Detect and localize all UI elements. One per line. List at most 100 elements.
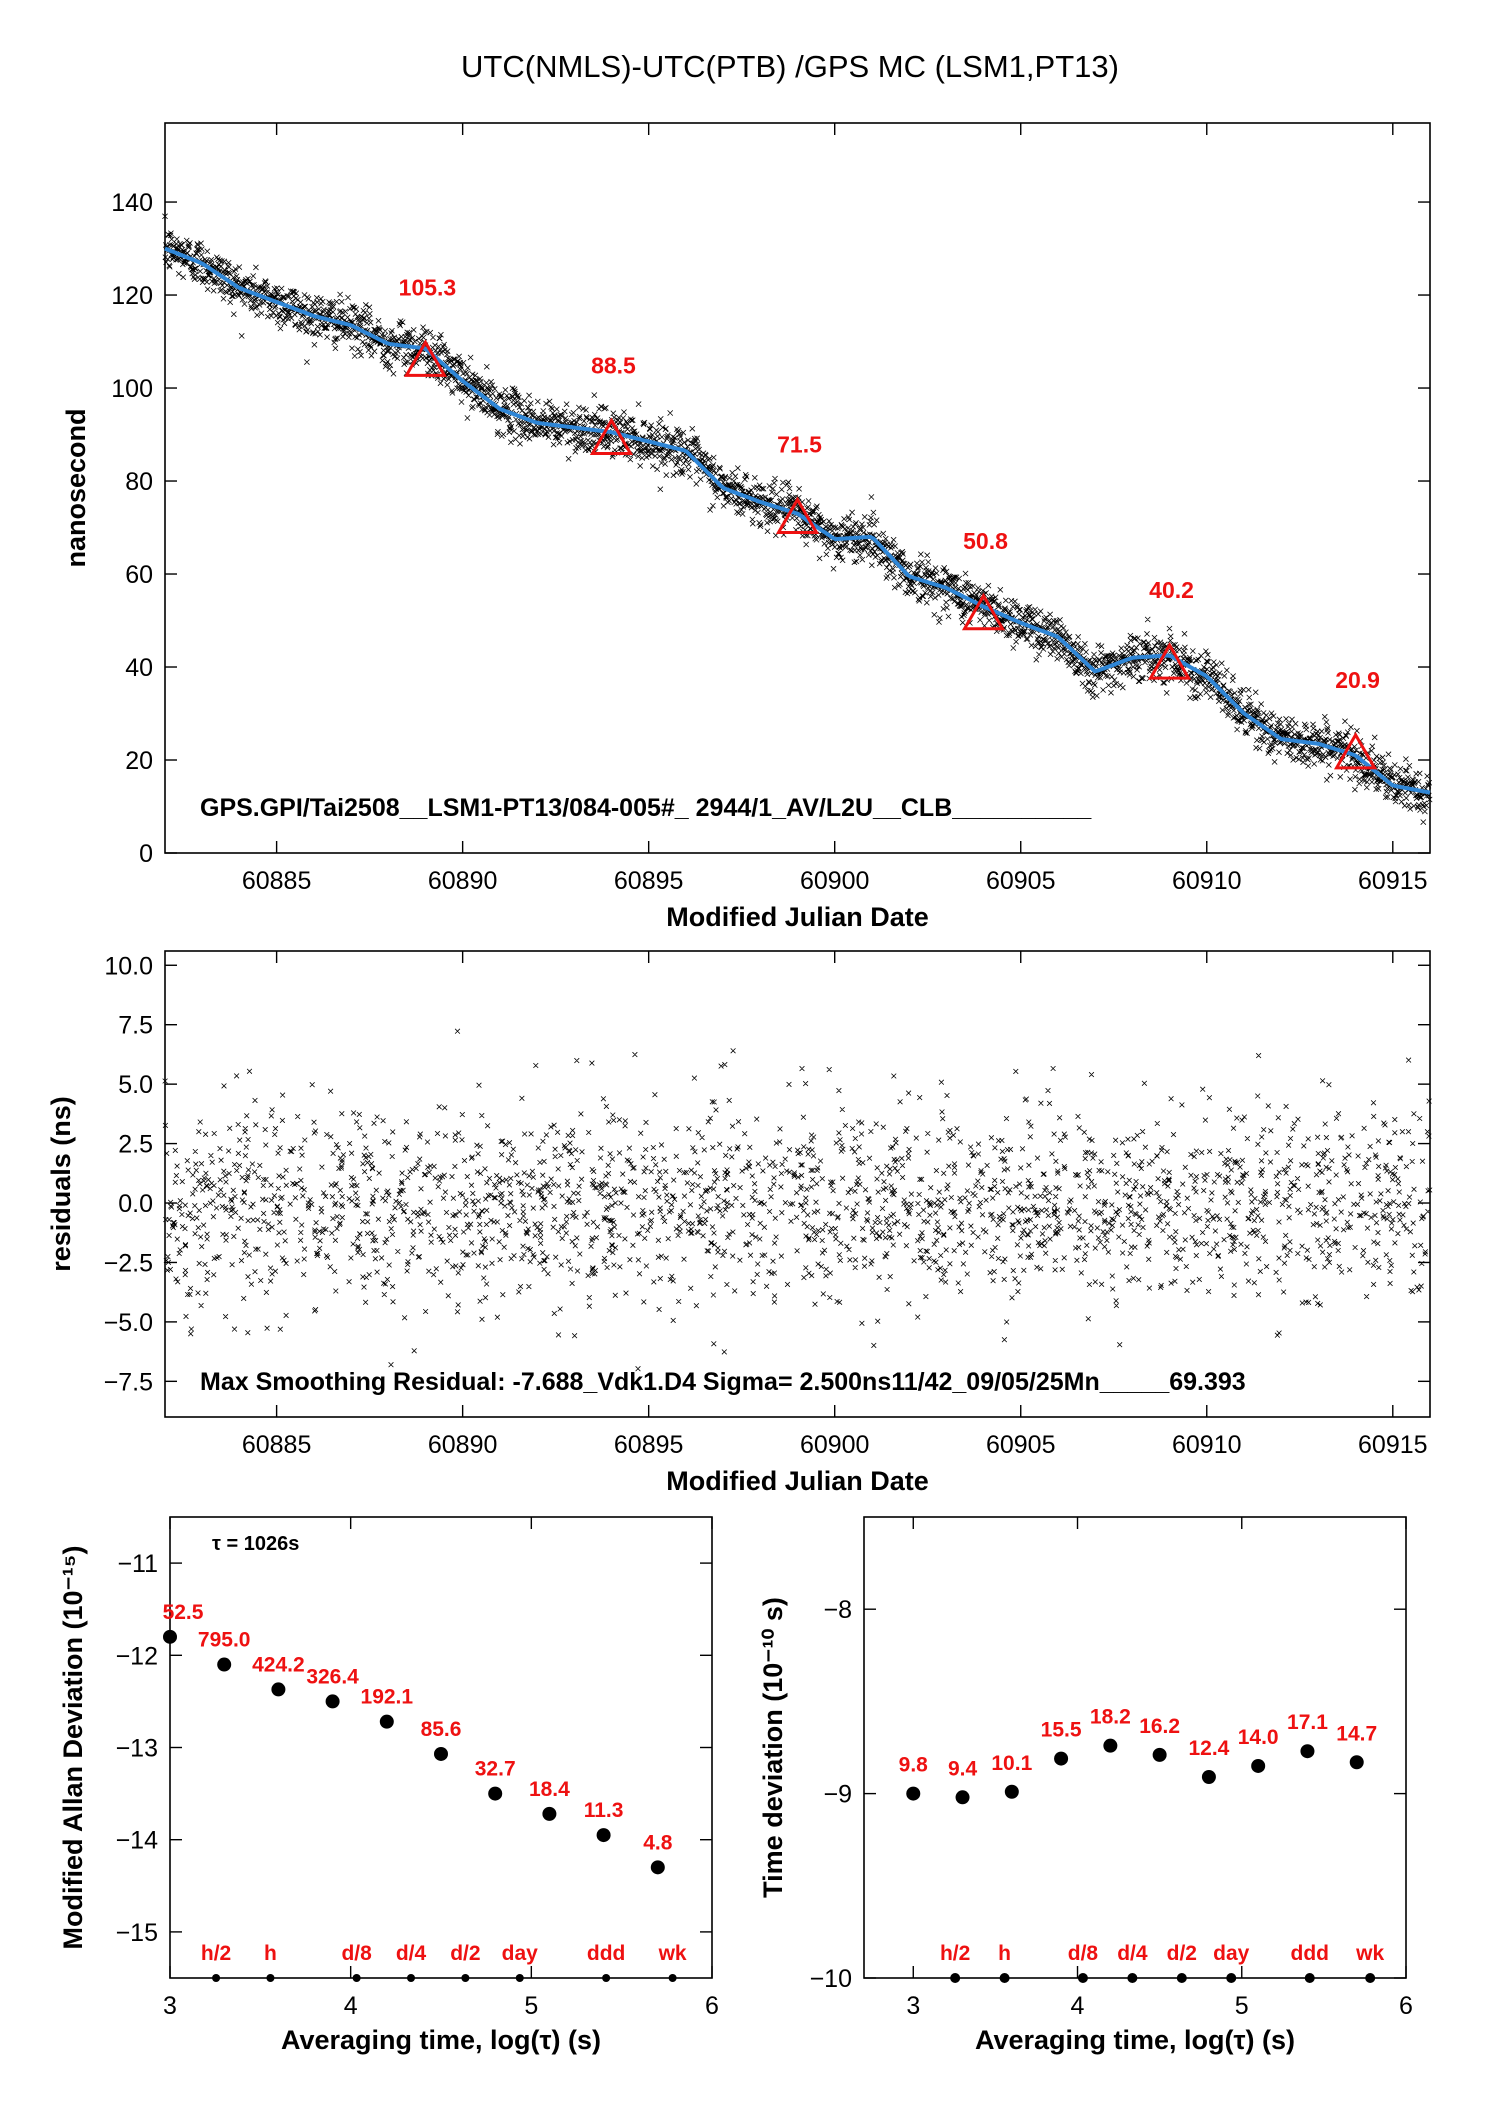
marker-label: 105.3 [399,274,457,300]
interval-label: d/8 [341,1942,372,1965]
x-axis-label: Modified Julian Date [666,902,929,932]
interval-marker [999,1973,1010,1983]
mdev-point [217,1657,232,1672]
interval-label: h/2 [940,1942,970,1965]
residual-points [162,1028,1433,1372]
interval-label: day [502,1942,539,1965]
x-tick-label: 5 [524,1992,538,2020]
y-tick-label: 20 [125,747,153,775]
y-tick-label: −8 [823,1596,852,1624]
mdev-point-label: 18.4 [529,1778,570,1801]
x-tick-label: 60900 [800,1431,870,1459]
tdev-point [1152,1747,1167,1762]
x-axis-label: Modified Julian Date [666,1466,929,1496]
x-tick-label: 60910 [1172,1431,1242,1459]
y-tick-label: −5.0 [104,1309,153,1337]
interval-marker [266,1974,275,1982]
y-tick-label: −12 [116,1642,158,1670]
triangle-marker [589,417,634,456]
interval-label: d/2 [1167,1942,1197,1965]
plot-frame [164,950,1431,1418]
x-tick-label: 60885 [242,1431,312,1459]
y-tick-label: 7.5 [118,1012,153,1040]
y-tick-label: 2.5 [118,1131,153,1159]
mdev-point [325,1694,340,1709]
interval-marker [407,1974,416,1982]
marker-label: 88.5 [591,353,636,379]
y-tick-label: 120 [111,282,153,310]
tdev-point [1349,1755,1364,1770]
panel-residuals: 60885 60890 60895 60900 60905 60910 60915 −7.5 −… [46,950,1433,1496]
mdev-point [650,1860,665,1875]
plot-annotation: Max Smoothing Residual: -7.688_Vdk1.D4 S… [200,1368,1246,1396]
y-tick-label: −15 [116,1919,158,1947]
x-tick-label: 3 [163,1992,177,2020]
mdev-point-label: 85.6 [421,1718,462,1741]
triangle-marker [775,496,820,535]
interval-marker [1304,1973,1315,1983]
tdev-point [1004,1784,1019,1799]
y-tick-label: −7.5 [104,1368,153,1396]
mdev-point [163,1629,177,1644]
y-tick-label: 80 [125,468,153,496]
interval-marker [212,1974,221,1982]
interval-label: d/2 [450,1942,480,1965]
x-tick-label: 5 [1235,1992,1249,2020]
tdev-point-label: 15.5 [1041,1719,1082,1742]
mdev-point-label: 11.3 [584,1799,624,1822]
interval-label: ddd [587,1942,625,1965]
y-axis-label: Modified Allan Deviation (10⁻¹⁵) [58,1546,88,1950]
interval-marker [1226,1973,1237,1983]
tau-annotation: τ = 1026s [212,1533,299,1555]
chart-title: UTC(NMLS)-UTC(PTB) /GPS MC (LSM1,PT13) [461,49,1119,84]
interval-marker [602,1974,611,1982]
tdev-point-label: 17.1 [1287,1711,1328,1734]
y-tick-label: 10.0 [104,952,153,980]
y-tick-label: 60 [125,561,153,589]
interval-label: h [264,1942,277,1965]
panel-modified-allan-deviation: 3 4 5 6 −15 −14 −13 −12 −11 Averaging time, log(τ… [58,1516,719,2055]
y-axis-label: Time deviation (10⁻¹⁰ s) [758,1597,788,1898]
y-tick-label: −13 [116,1735,158,1763]
x-tick-label: 6 [705,1992,719,2020]
x-tick-label: 60890 [428,867,498,895]
tdev-point [1251,1758,1266,1773]
x-tick-label: 60895 [614,867,684,895]
tdev-point [955,1790,970,1805]
y-tick-label: 140 [111,189,153,217]
interval-marker [515,1974,524,1982]
y-tick-label: 40 [125,654,153,682]
mdev-point-label: 4.8 [643,1831,673,1854]
tdev-point-label: 9.4 [948,1757,978,1780]
mdev-point-label: 32.7 [475,1758,516,1781]
marker-label: 71.5 [777,432,822,458]
interval-marker [1127,1973,1138,1983]
mdev-point-label: 52.5 [163,1601,204,1624]
mdev-point-label: 424.2 [252,1653,305,1676]
marker-label: 40.2 [1149,577,1194,603]
x-tick-label: 60915 [1358,1431,1428,1459]
interval-marker [352,1974,361,1982]
interval-label: h [998,1942,1011,1965]
mdev-point [488,1786,503,1801]
plot-frame [164,122,1431,854]
tdev-point [906,1786,921,1801]
y-axis-label: residuals (ns) [46,1096,76,1272]
mdev-point [379,1714,394,1729]
data-points [162,213,1433,825]
tdev-point [1201,1770,1216,1785]
marker-label: 20.9 [1335,667,1380,693]
x-tick-label: 3 [906,1992,920,2020]
tdev-point-label: 16.2 [1139,1715,1180,1738]
interval-label: ddd [1291,1942,1329,1965]
interval-label: wk [1355,1942,1384,1965]
mdev-point-label: 795.0 [198,1629,251,1652]
interval-label: d/4 [396,1942,427,1965]
interval-label: h/2 [201,1942,231,1965]
interval-label: wk [658,1942,687,1965]
x-axis-label: Averaging time, log(τ) (s) [975,2025,1295,2055]
plot-annotation: GPS.GPI/Tai2508__LSM1-PT13/084-005#_ 294… [200,794,1092,822]
interval-marker [950,1973,961,1983]
interval-marker [1365,1973,1376,1983]
y-tick-label: −14 [116,1827,159,1855]
